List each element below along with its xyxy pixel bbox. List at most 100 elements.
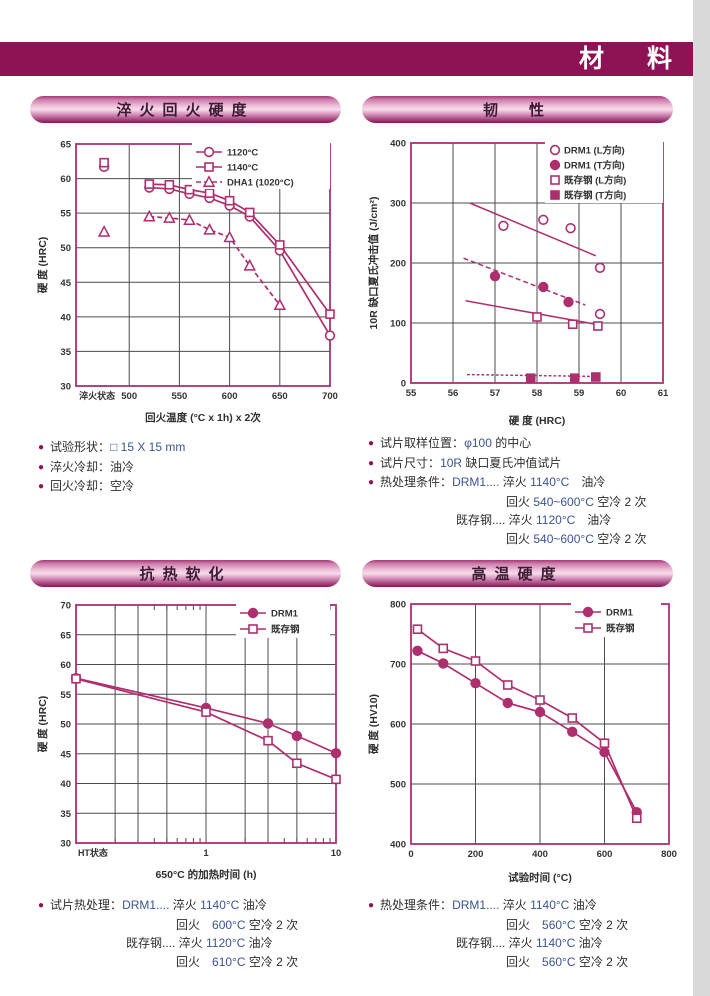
- svg-text:35: 35: [60, 347, 71, 358]
- bullet-icon: ●: [368, 438, 375, 449]
- note-value: 540~600°C: [533, 531, 598, 546]
- page-title: 材 料: [578, 45, 681, 73]
- note-line: 回火 560°C 空冷 2 次: [368, 953, 698, 972]
- svg-text:既存钢: 既存钢: [271, 624, 300, 636]
- svg-text:40: 40: [60, 312, 71, 323]
- svg-text:淬火状态: 淬火状态: [79, 390, 115, 401]
- note-value: DRM1....: [452, 475, 503, 489]
- note-line: ● 热处理条件：DRM1.... 淬火 1140°C 油冷: [368, 896, 698, 916]
- svg-text:400: 400: [390, 139, 406, 150]
- note-line: ● 试片尺寸：10R 缺口夏氏冲值试片: [368, 454, 698, 474]
- section-title: 高温硬度: [471, 566, 564, 583]
- svg-text:55: 55: [60, 690, 71, 701]
- section-title: 抗热软化: [139, 566, 232, 583]
- note-value: φ100: [464, 436, 496, 450]
- chart-hot-hardness-svg: 0 200 400 600 800 400 500 600 700 800 试验时间 (°C) 硬 度…: [367, 600, 677, 885]
- note-text: 回火: [506, 917, 543, 932]
- svg-text:56: 56: [448, 388, 459, 399]
- note-line: 回火 610°C 空冷 2 次: [38, 953, 360, 972]
- notes-heat-softening: ● 试片热处理：DRM1.... 淬火 1140°C 油冷 回火 600°C 空冷 …: [38, 896, 360, 971]
- svg-text:DRM1 (L方向): DRM1 (L方向): [564, 145, 625, 157]
- note-text: 油冷: [242, 898, 267, 912]
- svg-text:70: 70: [60, 601, 71, 612]
- note-line: 既存钢.... 淬火 1120°C 油冷: [368, 511, 698, 530]
- bullet-icon: ●: [38, 442, 45, 453]
- svg-text:10R 缺口夏氏冲击值 (J/cm²): 10R 缺口夏氏冲击值 (J/cm²): [367, 196, 380, 329]
- note-value: 1120°C: [206, 936, 249, 950]
- svg-text:60: 60: [616, 388, 627, 399]
- svg-text:10: 10: [331, 848, 342, 859]
- svg-text:500: 500: [390, 780, 406, 791]
- note-text: 淬火: [502, 475, 531, 489]
- note-line: 回火 560°C 空冷 2 次: [368, 916, 698, 935]
- svg-text:65: 65: [60, 630, 71, 641]
- bullet-icon: ●: [38, 481, 45, 492]
- note-value: 540~600°C: [533, 494, 598, 509]
- svg-text:1120°C: 1120°C: [227, 148, 258, 159]
- svg-text:45: 45: [60, 278, 71, 289]
- note-value: 1120°C: [536, 513, 576, 527]
- svg-text:既存钢 (T方向): 既存钢 (T方向): [564, 190, 626, 202]
- svg-text:DHA1 (1020°C): DHA1 (1020°C): [227, 178, 294, 189]
- note-text: 的中心: [495, 436, 532, 450]
- note-text: 既存钢.... 淬火: [456, 513, 537, 527]
- note-text: 淬火: [502, 898, 531, 912]
- svg-text:既存钢: 既存钢: [606, 623, 635, 635]
- note-value: DRM1....: [122, 898, 173, 912]
- note-text: 既存钢.... 淬火: [456, 936, 537, 950]
- svg-text:500: 500: [121, 391, 137, 402]
- section-title: 韧 性: [482, 102, 552, 119]
- svg-text:600: 600: [390, 720, 406, 731]
- note-text: 回火: [506, 954, 543, 969]
- notes-quench-temper: ● 试验形状：□ 15 X 15 mm ● 淬火冷却：油冷 ● 回火冷却：空冷: [38, 438, 338, 497]
- svg-text:1: 1: [203, 848, 209, 859]
- note-text: 油冷: [569, 475, 606, 489]
- note-text: 回火: [176, 917, 213, 932]
- section-header-quench-temper-hardness: 淬火回火硬度: [30, 96, 341, 123]
- bullet-icon: ●: [368, 900, 375, 911]
- note-line: ● 试验形状：□ 15 X 15 mm: [38, 438, 338, 458]
- page-header-bar: 材 料: [0, 42, 693, 76]
- chart-hot-hardness: 0 200 400 600 800 400 500 600 700 800 试验时间 (°C) 硬 度…: [365, 596, 695, 891]
- note-value: 610°C: [212, 954, 249, 969]
- note-text: 空冷 2 次: [248, 917, 299, 932]
- svg-text:60: 60: [60, 660, 71, 671]
- svg-text:45: 45: [60, 749, 71, 760]
- notes-toughness: ● 试片取样位置：φ100 的中心 ● 试片尺寸：10R 缺口夏氏冲值试片 ● 热处理条件…: [368, 434, 698, 548]
- note-text: 空冷 2 次: [597, 494, 647, 509]
- note-text: 回火: [506, 494, 534, 509]
- svg-text:200: 200: [468, 849, 484, 860]
- svg-text:DRM1: DRM1: [606, 608, 634, 619]
- note-value: 560°C: [542, 917, 579, 932]
- notes-hot-hardness: ● 热处理条件：DRM1.... 淬火 1140°C 油冷 回火 560°C 空冷 …: [368, 896, 698, 971]
- note-text: 既存钢.... 淬火: [126, 936, 207, 950]
- page-edge-strip: [693, 0, 710, 996]
- note-line: ● 热处理条件：DRM1.... 淬火 1140°C 油冷: [368, 473, 698, 493]
- note-text: 试验形状：: [50, 440, 111, 454]
- svg-text:650: 650: [272, 391, 288, 402]
- svg-text:700: 700: [322, 391, 338, 402]
- chart-toughness: 55 56 57 58 59 60 61 0 100 200 300 400 硬 度 (HRC) 10R …: [365, 131, 695, 434]
- note-text: 热处理条件：: [380, 898, 453, 912]
- svg-text:65: 65: [60, 140, 71, 151]
- svg-text:硬 度 (HRC): 硬 度 (HRC): [36, 696, 49, 753]
- chart-toughness-svg: 55 56 57 58 59 60 61 0 100 200 300 400 硬 度 (HRC) 10R …: [367, 139, 669, 428]
- note-text: 回火冷却：空冷: [50, 479, 135, 493]
- note-text: 油冷: [572, 898, 597, 912]
- bullet-icon: ●: [368, 457, 375, 469]
- section-header-toughness: 韧 性: [362, 96, 673, 123]
- svg-text:400: 400: [532, 849, 548, 860]
- note-text: 空冷 2 次: [597, 531, 647, 546]
- svg-text:硬 度 (HRC): 硬 度 (HRC): [509, 414, 566, 427]
- svg-text:600: 600: [597, 849, 613, 860]
- svg-text:800: 800: [661, 849, 677, 860]
- note-line: 回火 540~600°C 空冷 2 次: [368, 493, 698, 512]
- note-text: 淬火冷却：油冷: [50, 459, 135, 474]
- section-header-heat-softening: 抗热软化: [30, 560, 341, 587]
- note-line: ● 试片热处理：DRM1.... 淬火 1140°C 油冷: [38, 896, 360, 916]
- note-line: ● 试片取样位置：φ100 的中心: [368, 434, 698, 454]
- note-value: 600°C: [212, 917, 249, 932]
- note-value: 1140°C: [530, 475, 570, 489]
- note-text: 试片热处理：: [50, 898, 123, 912]
- chart-quench-temper-hardness: 500 550 600 650 700 30 35 40 45 50 55 60 65 淬火状态 回火温度 …: [34, 136, 344, 431]
